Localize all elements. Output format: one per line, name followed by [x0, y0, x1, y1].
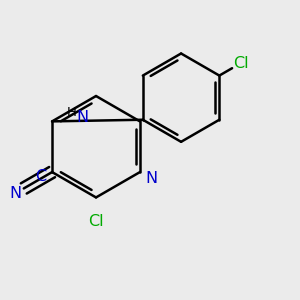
Text: N: N: [76, 110, 88, 125]
Text: N: N: [9, 186, 21, 201]
Text: Cl: Cl: [233, 56, 248, 71]
Text: C: C: [35, 169, 46, 184]
Text: N: N: [145, 171, 157, 186]
Text: H: H: [66, 106, 76, 119]
Text: Cl: Cl: [88, 214, 104, 230]
